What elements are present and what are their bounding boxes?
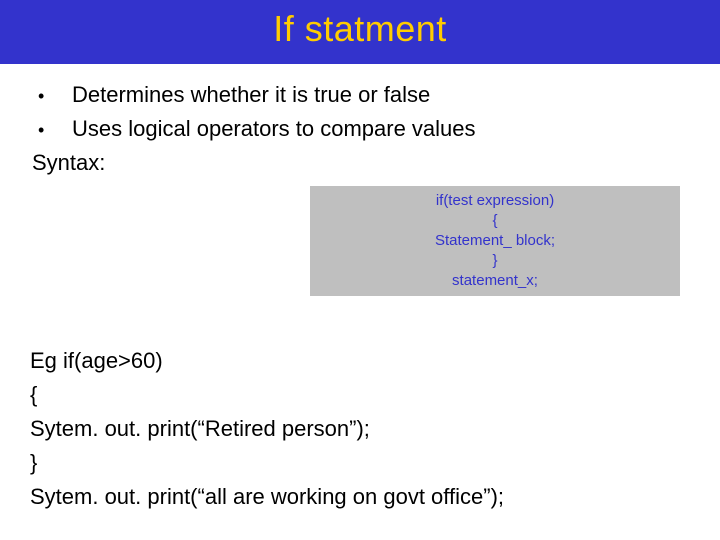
code-line: } xyxy=(492,251,497,271)
code-line: { xyxy=(492,211,497,231)
example-block: Eg if(age>60) { Sytem. out. print(“Retired… xyxy=(30,348,504,518)
slide: If statment •Determines whether it is tr… xyxy=(0,0,720,540)
code-line: if(test expression) xyxy=(436,191,554,211)
example-line: Eg if(age>60) xyxy=(30,348,504,374)
code-line: statement_x; xyxy=(452,271,538,291)
title-bar: If statment xyxy=(0,0,720,64)
content-area: •Determines whether it is true or false•… xyxy=(0,64,720,176)
bullet-item: •Uses logical operators to compare value… xyxy=(30,116,690,144)
bullet-list: •Determines whether it is true or false•… xyxy=(30,82,690,144)
bullet-item: •Determines whether it is true or false xyxy=(30,82,690,110)
example-line: { xyxy=(30,382,504,408)
bullet-text: Uses logical operators to compare values xyxy=(72,116,476,142)
bullet-marker: • xyxy=(30,116,72,144)
example-line: Sytem. out. print(“all are working on go… xyxy=(30,484,504,510)
example-line: Sytem. out. print(“Retired person”); xyxy=(30,416,504,442)
example-line: } xyxy=(30,450,504,476)
syntax-label: Syntax: xyxy=(30,150,690,176)
bullet-text: Determines whether it is true or false xyxy=(72,82,430,108)
code-line: Statement_ block; xyxy=(435,231,555,251)
slide-title: If statment xyxy=(273,8,447,49)
bullet-marker: • xyxy=(30,82,72,110)
code-box: if(test expression){Statement_ block;}st… xyxy=(310,186,680,296)
